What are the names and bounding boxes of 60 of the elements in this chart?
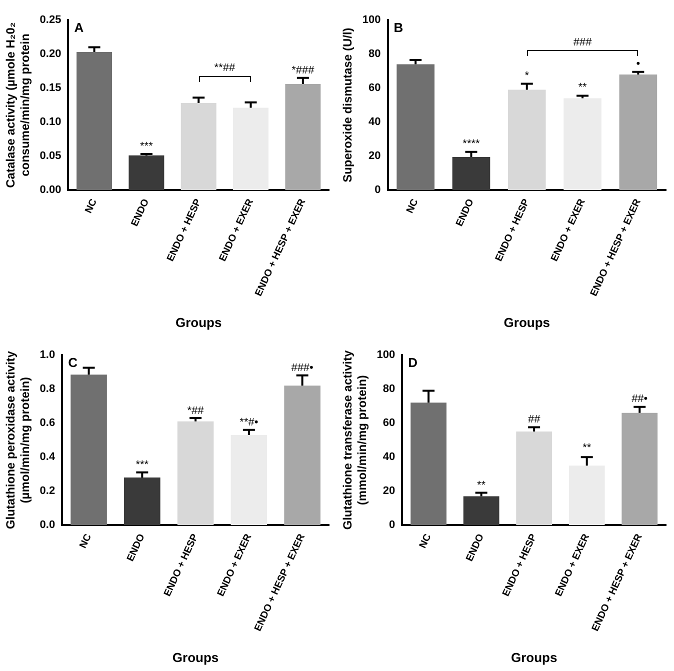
- y-tick-label: 0.2: [40, 485, 56, 498]
- y-tick-label: 60: [382, 417, 396, 430]
- y-axis-title: Glutathione transferase activity (mmol/min/mg protein): [340, 350, 369, 530]
- chart-title: B: [394, 20, 404, 36]
- y-tick-label: 0.6: [40, 417, 56, 430]
- y-tick-label: 60: [368, 82, 381, 94]
- x-tick-label: ENDO + HESP: [494, 197, 532, 264]
- y-tick-label: 20: [368, 150, 381, 162]
- y-tick-label: 100: [362, 14, 381, 26]
- y-tick-label: 80: [368, 48, 381, 60]
- chart-title: C: [68, 355, 78, 370]
- x-tick-label: NC: [83, 197, 100, 216]
- annotation: ***: [136, 459, 150, 472]
- y-tick-label: 0: [374, 184, 381, 196]
- y-tick-label: 20: [382, 485, 396, 498]
- x-tick-label: ENDO: [454, 197, 477, 228]
- x-tick-label: ENDO + HESP: [162, 532, 201, 598]
- y-tick-label: 0.4: [40, 451, 56, 464]
- y-tick-label: 0.20: [40, 48, 62, 60]
- y-tick-label: 0.10: [40, 116, 62, 128]
- y-axis-title: Glutathione peroxidase activity (µmol/min/mg protein): [4, 350, 32, 530]
- y-tick-label: 0.0: [40, 519, 56, 532]
- annotation: **##: [214, 62, 236, 74]
- y-tick-label: 80: [382, 383, 396, 396]
- y-tick-label: 0.15: [40, 82, 62, 94]
- y-tick-label: 1.0: [40, 349, 56, 362]
- y-tick-label: 40: [382, 451, 396, 464]
- y-tick-label: 0: [389, 519, 396, 532]
- annotation: **#•: [240, 416, 258, 429]
- y-tick-label: 100: [376, 349, 396, 362]
- annotation: •: [636, 58, 640, 70]
- annotation: ##•: [632, 392, 648, 405]
- x-tick-label: NC: [404, 197, 421, 216]
- annotation: ***: [140, 140, 154, 153]
- annotation: ###: [573, 36, 593, 48]
- annotation: ###•: [291, 362, 314, 374]
- x-tick-label: NC: [78, 532, 94, 550]
- y-axis-title: Catalase activity (µmole H₂0₂ consume/min/mg protein: [4, 22, 32, 188]
- annotation: *###: [292, 64, 316, 76]
- chart-title: D: [408, 355, 418, 370]
- chart-title: A: [74, 20, 84, 36]
- annotation: *##: [187, 404, 205, 417]
- annotation: ##: [528, 413, 542, 426]
- y-tick-label: 40: [368, 116, 381, 128]
- x-axis-title: Groups: [175, 314, 222, 330]
- x-tick-label: NC: [418, 532, 434, 550]
- x-axis-title: Groups: [510, 650, 558, 665]
- annotation: **: [582, 442, 592, 454]
- annotation: **: [578, 82, 588, 94]
- annotation: *: [524, 70, 530, 82]
- x-tick-label: ENDO: [125, 532, 148, 564]
- annotation: **: [477, 480, 486, 492]
- y-tick-label: 0.25: [40, 14, 62, 26]
- x-axis-title: Groups: [504, 314, 550, 330]
- annotation: ****: [462, 138, 481, 150]
- y-axis-title: Superoxide dismutase (U/l): [340, 28, 355, 182]
- y-tick-label: 0.00: [40, 184, 62, 196]
- y-tick-label: 0.05: [40, 150, 62, 162]
- y-tick-label: 0.8: [40, 383, 56, 396]
- x-axis-title: Groups: [172, 650, 219, 665]
